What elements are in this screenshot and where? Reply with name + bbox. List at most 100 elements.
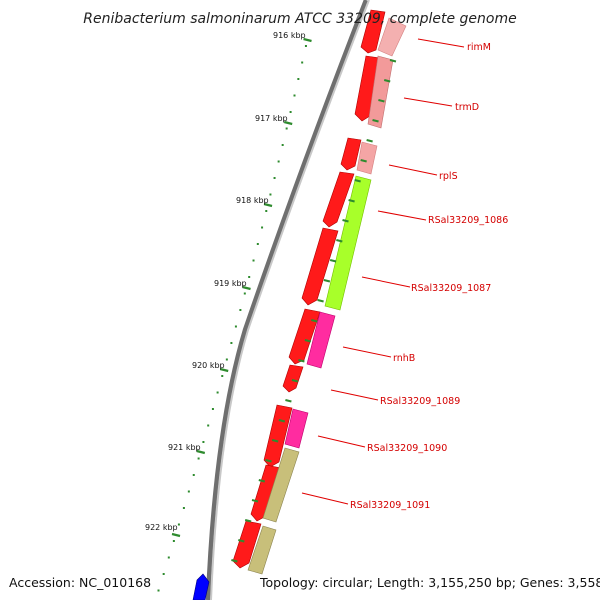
minor-tick-dot: [304, 45, 307, 47]
scale-labels: 916 kbp 917 kbp 918 kbp 919 kbp 920 kbp …: [145, 31, 306, 532]
major-tick: [263, 202, 273, 208]
scale-label-918: 918 kbp: [236, 196, 269, 205]
outer-dash: [383, 79, 391, 83]
scale-label-921: 921 kbp: [168, 443, 201, 452]
outer-dash: [378, 99, 385, 103]
scale-label-922: 922 kbp: [145, 523, 178, 532]
outer-dash: [304, 339, 312, 343]
gene-label-rnhB[interactable]: rnhB: [393, 353, 415, 364]
major-tick: [283, 120, 293, 126]
minor-tick-dot: [157, 589, 160, 592]
gene-label-rplS[interactable]: rplS: [439, 171, 458, 182]
outer-dash: [231, 559, 238, 563]
minor-tick-dot: [243, 292, 246, 295]
leader-line: [301, 492, 349, 505]
leader-line: [417, 38, 465, 48]
outer-dash: [366, 139, 373, 143]
major-tick: [242, 285, 251, 291]
minor-tick-dot: [221, 375, 224, 377]
topology-text: Topology: circular; Length: 3,155,250 bp…: [259, 575, 600, 590]
gene-label-rsal33209-1086[interactable]: RSal33209_1086: [428, 215, 508, 226]
minor-tick-dot: [239, 309, 242, 311]
genome-backbone: [205, 0, 369, 600]
minor-tick-dot: [285, 127, 288, 130]
minor-tick-dot: [167, 556, 170, 559]
minor-tick-dot: [261, 226, 264, 229]
leader-line: [377, 210, 427, 221]
gene-label-rsal33209-1091[interactable]: RSal33209_1091: [350, 500, 430, 511]
cds-arrow: [322, 171, 355, 228]
minor-tick-dot: [225, 358, 228, 361]
outer-dash: [336, 239, 343, 243]
outer-dash: [342, 219, 349, 223]
leader-line: [330, 389, 379, 401]
gene-label-rsal33209-1087[interactable]: RSal33209_1087: [411, 283, 491, 294]
gene-label-rimM[interactable]: rimM: [467, 42, 491, 53]
outer-dash: [372, 119, 379, 123]
scale-label-917: 917 kbp: [255, 114, 288, 123]
leader-line: [403, 97, 453, 107]
cds-arrow: [301, 227, 339, 306]
outer-dash: [285, 399, 292, 403]
minor-tick-dot: [202, 441, 205, 443]
outer-dash: [238, 539, 245, 543]
minor-tick-dot: [182, 507, 185, 509]
outer-dash: [389, 59, 397, 63]
major-tick: [303, 37, 312, 43]
outer-dash: [278, 419, 286, 423]
scale-ticks: [171, 37, 312, 538]
outer-dash: [258, 479, 266, 483]
minor-tick-dot: [269, 193, 272, 196]
cog-block: [367, 55, 394, 129]
outer-dash: [329, 259, 337, 263]
gene-labels: rimM trmD rplS RSal33209_1086 RSal33209_…: [350, 42, 508, 511]
accession-text: Accession: NC_010168: [9, 575, 151, 590]
outer-dash: [317, 299, 324, 303]
major-tick: [219, 367, 229, 373]
minor-tick-dot: [248, 276, 251, 278]
map-title: Renibacterium salmoninarum ATCC 33209, c…: [83, 11, 516, 27]
outer-dash: [251, 499, 259, 503]
cds-arrow: [340, 137, 362, 171]
minor-tick-dot: [277, 160, 280, 163]
minor-tick-dot: [301, 61, 304, 64]
scale-label-916: 916 kbp: [273, 31, 306, 40]
cds-arrow: [263, 404, 293, 468]
cds-arrow: [232, 520, 262, 569]
minor-tick-dot: [177, 523, 180, 526]
minor-tick-dot: [281, 144, 284, 146]
cog-block: [284, 408, 309, 449]
gene-label-rsal33209-1090[interactable]: RSal33209_1090: [367, 443, 447, 454]
minor-tick-dot: [211, 408, 214, 410]
minor-tick-dot: [265, 210, 268, 212]
outer-gc-dashes: [231, 59, 397, 563]
genome-backbone-shadow: [210, 0, 370, 600]
cog-block: [306, 311, 336, 369]
gene-label-trmD[interactable]: trmD: [455, 102, 479, 113]
scale-label-919: 919 kbp: [214, 279, 247, 288]
minor-tick-dot: [293, 94, 296, 97]
minor-tick-dot: [297, 78, 300, 80]
minor-tick-dot: [172, 540, 175, 542]
outer-dash: [298, 359, 305, 363]
outer-dash: [354, 179, 361, 183]
cds-arrow: [360, 9, 386, 54]
cds-track-inner: [232, 9, 386, 569]
major-tick: [196, 449, 206, 455]
leader-line: [342, 346, 392, 358]
minor-tick-dot: [216, 391, 219, 394]
leader-line: [317, 435, 366, 448]
cds-arrow: [250, 464, 282, 522]
minor-tick-dot: [273, 177, 276, 179]
minor-tick-dot: [197, 457, 200, 460]
minor-tick-dot: [162, 573, 165, 575]
cog-track-outer: [247, 17, 407, 575]
gene-label-rsal33209-1089[interactable]: RSal33209_1089: [380, 396, 460, 407]
minor-tick-dot: [252, 259, 255, 262]
minor-tick-dot: [234, 325, 237, 328]
minor-tick-dot: [187, 490, 190, 493]
minor-tick-dot: [207, 424, 210, 427]
outer-dash: [291, 379, 299, 383]
outer-dash: [360, 159, 367, 163]
